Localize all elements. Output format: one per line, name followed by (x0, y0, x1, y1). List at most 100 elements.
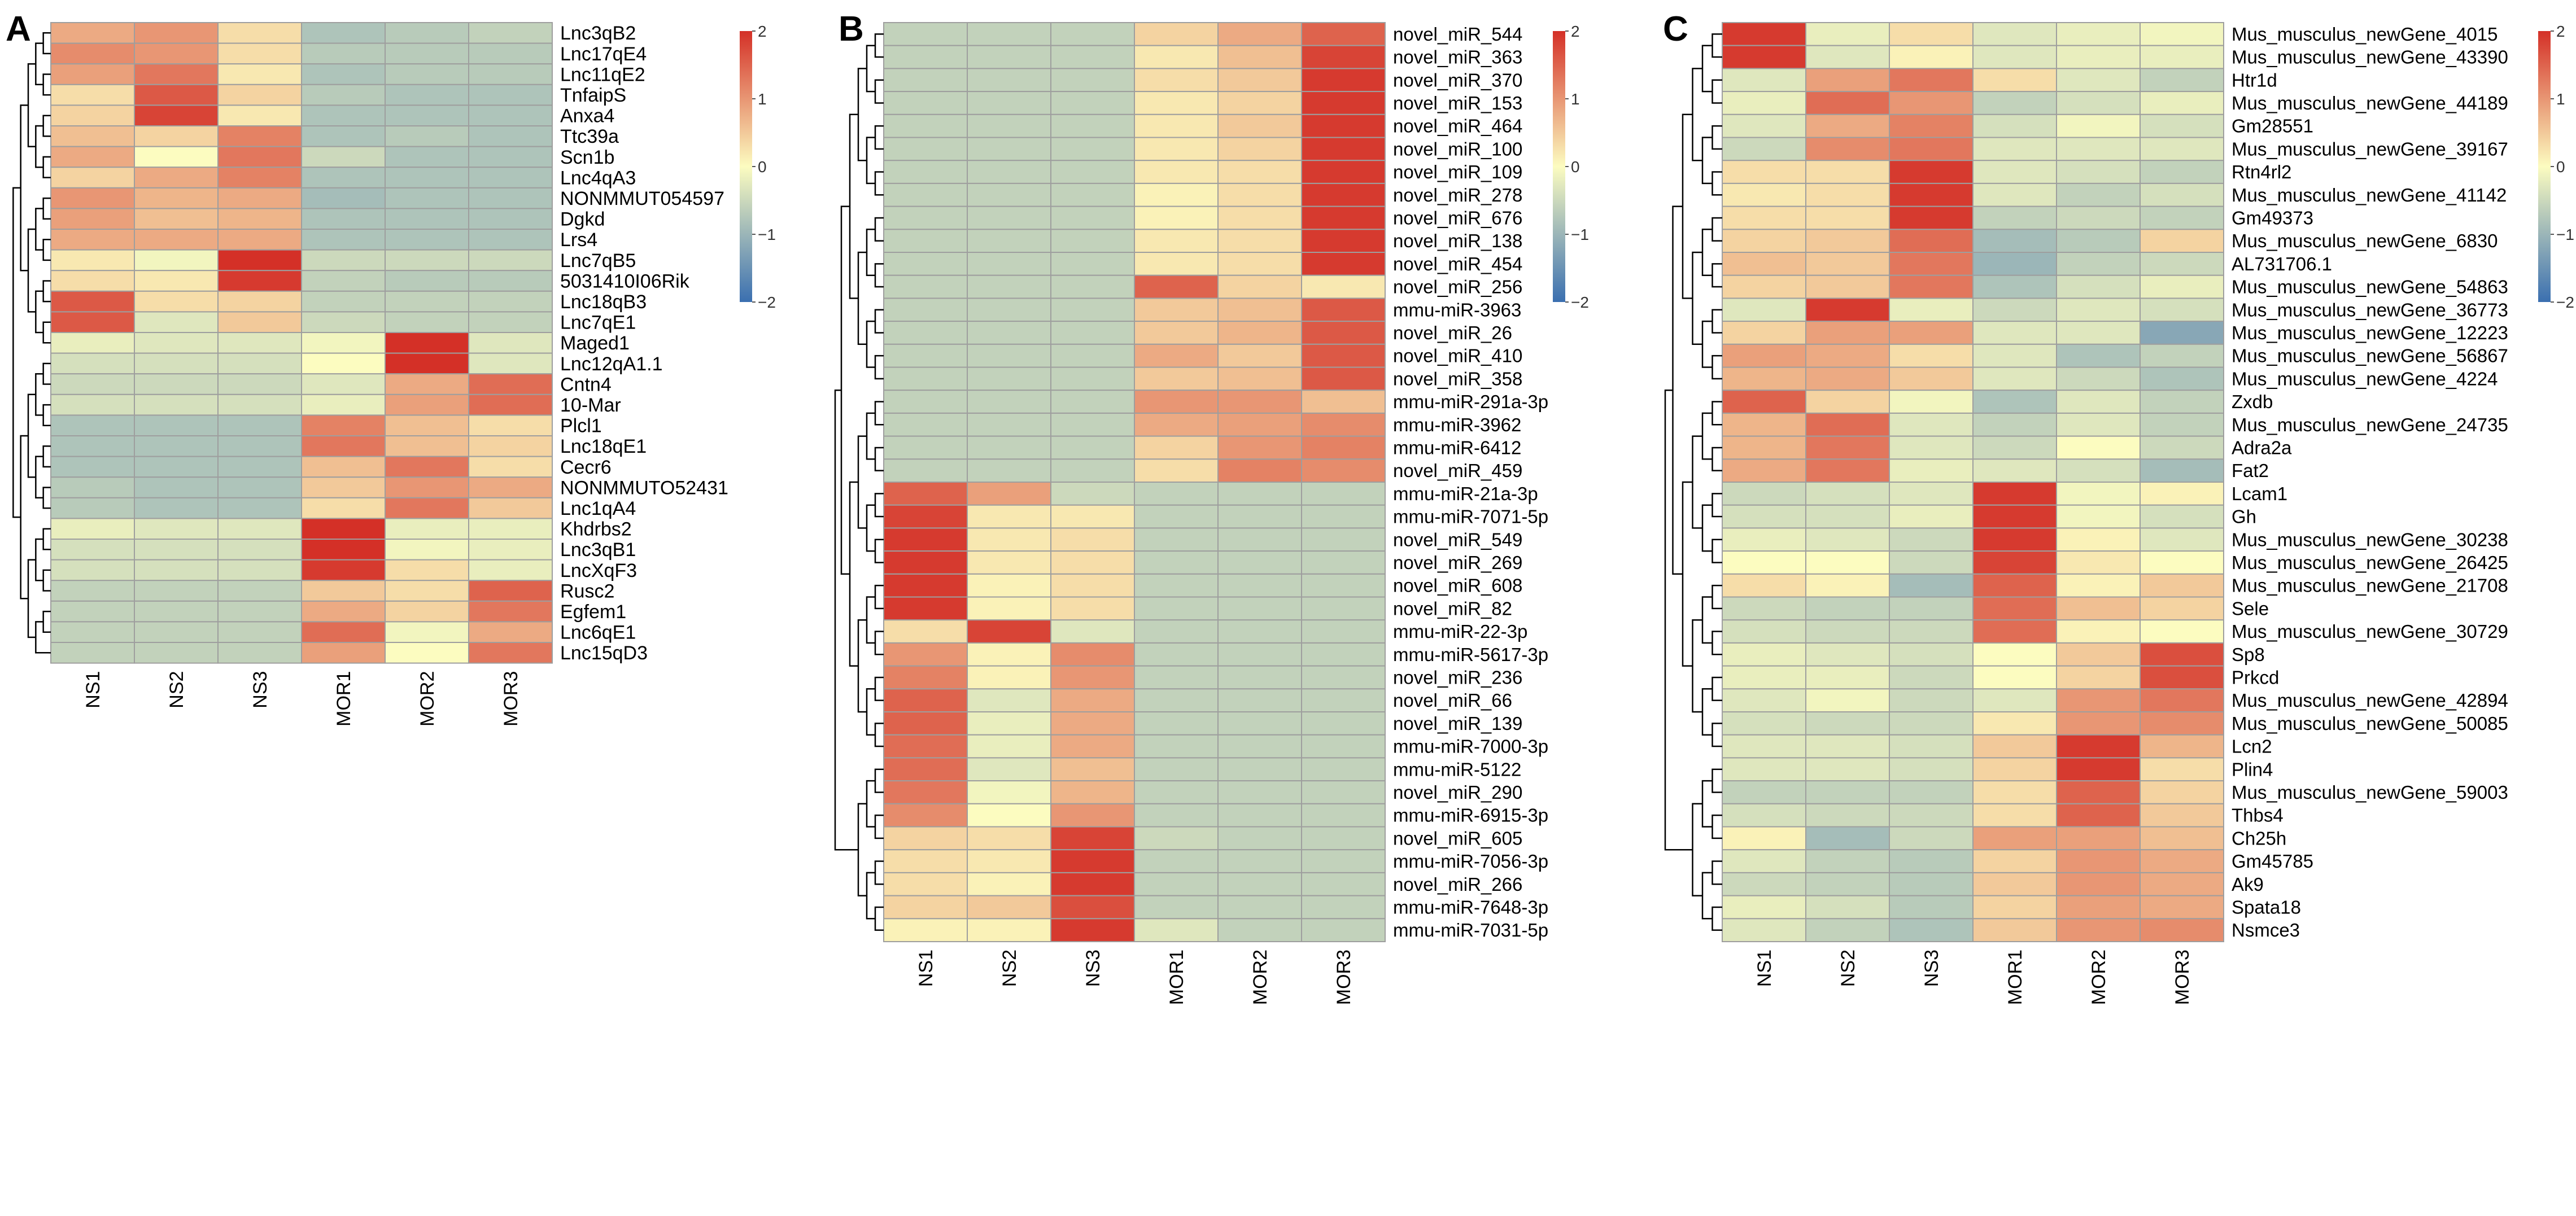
dendrogram-branch (857, 251, 867, 345)
heatmap-cell (134, 125, 219, 147)
heatmap-cell (385, 373, 469, 395)
row-label: Gh (2232, 506, 2256, 527)
heatmap-cell (468, 208, 553, 230)
heatmap-cell (134, 229, 219, 251)
heatmap-cell (883, 918, 968, 943)
heatmap-cell (301, 42, 386, 65)
heatmap-cell (1134, 482, 1219, 506)
dendrogram-branch (35, 42, 43, 86)
heatmap-cell (2140, 527, 2224, 552)
heatmap-cell (967, 872, 1051, 896)
heatmap-cell (134, 332, 219, 354)
row-label: Lnc17qE4 (560, 43, 647, 65)
dendrogram-branch (866, 45, 875, 93)
heatmap-cell (883, 504, 968, 529)
heatmap-cell (217, 539, 302, 561)
heatmap-cell (301, 539, 386, 561)
heatmap-cell (2140, 252, 2224, 276)
heatmap-cell (1722, 895, 1806, 920)
heatmap-cell (2140, 343, 2224, 368)
heatmap-cell (883, 780, 968, 804)
heatmap-cell (134, 518, 219, 540)
heatmap-cell (217, 642, 302, 664)
heatmap-cell (1301, 895, 1386, 920)
row-label: mmu-miR-7000-3p (1393, 736, 1548, 757)
heatmap-cell (1972, 91, 2057, 115)
heatmap-cell (301, 580, 386, 602)
heatmap-cell (301, 476, 386, 498)
heatmap-cell (883, 205, 968, 230)
row-label: Lnc15qD3 (560, 642, 648, 664)
heatmap-cell (301, 84, 386, 106)
legend-tick-label: 0 (1571, 158, 1580, 176)
legend-tick-label: 2 (1571, 23, 1580, 40)
heatmap-cell (2056, 113, 2141, 138)
column-label: MOR3 (1333, 950, 1355, 1005)
heatmap-cell (883, 550, 968, 575)
heatmap-cell (1722, 642, 1806, 667)
dendrogram-branch (42, 321, 49, 344)
heatmap-cell (468, 352, 553, 375)
heatmap-cell (1972, 688, 2057, 713)
heatmap-cell (883, 642, 968, 667)
heatmap-cell (1889, 734, 1974, 759)
heatmap-cell (967, 435, 1051, 460)
heatmap-cell (2140, 872, 2224, 896)
heatmap-cell (50, 187, 135, 209)
heatmap-cell (2056, 642, 2141, 667)
heatmap-cell (385, 22, 469, 44)
row-label: Egfem1 (560, 601, 626, 623)
heatmap-cell (468, 497, 553, 519)
dendrogram-branch (1701, 504, 1713, 552)
row-label: Plcl1 (560, 415, 602, 437)
heatmap-cell (301, 249, 386, 272)
dendrogram-branch (12, 187, 21, 518)
heatmap-cell (967, 849, 1051, 873)
heatmap-cell (1301, 872, 1386, 896)
heatmap-cell (1050, 137, 1135, 161)
heatmap-cell (1134, 343, 1219, 368)
heatmap-cell (967, 298, 1051, 322)
row-label: mmu-miR-6412 (1393, 438, 1521, 458)
heatmap-cell (1805, 390, 1890, 414)
heatmap-cell (50, 332, 135, 354)
heatmap-cell (1805, 596, 1890, 621)
heatmap-cell (1301, 849, 1386, 873)
heatmap-cell (2140, 412, 2224, 437)
heatmap-cell (385, 311, 469, 334)
row-label: novel_miR_236 (1393, 667, 1522, 688)
heatmap-cell (50, 42, 135, 65)
row-label: AL731706.1 (2232, 253, 2332, 274)
heatmap-cell (2056, 366, 2141, 391)
heatmap-cell (1050, 711, 1135, 736)
row-label: mmu-miR-7071-5p (1393, 506, 1548, 527)
heatmap-cell (217, 187, 302, 209)
heatmap-cell (1972, 137, 2057, 161)
heatmap-cell (2056, 68, 2141, 93)
heatmap-cell (1134, 390, 1219, 414)
dendrogram-branch (1711, 355, 1720, 380)
heatmap-cell (1722, 458, 1806, 483)
heatmap-cell (2140, 642, 2224, 667)
heatmap-cell (2056, 596, 2141, 621)
heatmap-cell (1972, 642, 2057, 667)
heatmap-cell (134, 352, 219, 375)
heatmap-cell (1805, 711, 1890, 736)
heatmap-cell (2056, 412, 2141, 437)
heatmap-cell (1301, 68, 1386, 93)
heatmap-cell (1972, 343, 2057, 368)
heatmap-cell (967, 229, 1051, 253)
dendrogram-branch (1711, 263, 1720, 288)
heatmap-cell (1050, 803, 1135, 828)
heatmap-cell (1217, 734, 1302, 759)
heatmap-cell (967, 688, 1051, 713)
row-label: Mus_musculus_newGene_36773 (2232, 299, 2508, 320)
heatmap-cell (1805, 113, 1890, 138)
heatmap-cell (1889, 596, 1974, 621)
heatmap-cell (385, 229, 469, 251)
heatmap-cell (1134, 91, 1219, 115)
heatmap-cell (2140, 137, 2224, 161)
heatmap-cell (385, 332, 469, 354)
heatmap-cell (967, 458, 1051, 483)
